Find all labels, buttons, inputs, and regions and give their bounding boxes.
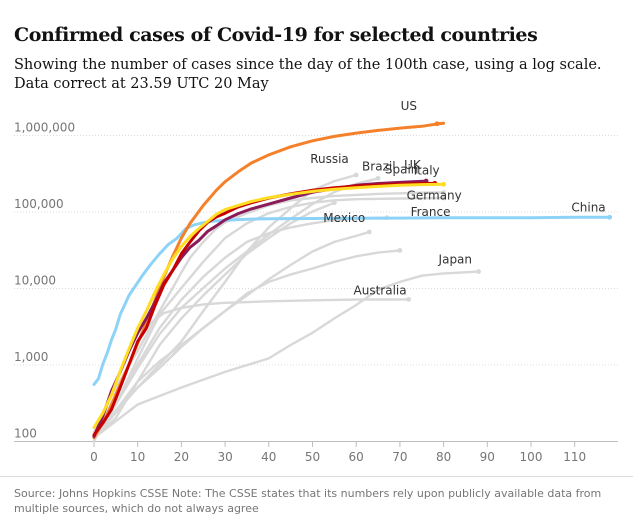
subtitle-line-1: Showing the number of cases since the da… (14, 57, 602, 73)
series-label-germany: Germany (407, 189, 462, 203)
series-endpoint-russia (353, 172, 359, 178)
series-endpoint-australia (406, 296, 412, 302)
series-line-germany (92, 191, 445, 434)
series-line-italy (92, 182, 446, 429)
source-note: Source: Johns Hopkins CSSE Note: The CSS… (14, 487, 602, 515)
series-endpoint-japan (476, 269, 481, 274)
chart-title: Confirmed cases of Covid-19 for selected… (14, 24, 538, 46)
x-tick-label: 100 (520, 450, 543, 464)
series-line-canada (92, 216, 388, 439)
x-tick-label: 60 (349, 450, 364, 464)
series-label-mexico: Mexico (323, 211, 365, 225)
y-tick-label: 10,000 (14, 274, 56, 288)
x-tick-label: 80 (436, 450, 451, 464)
line-chart: 100 1,000 10,000 100,000 1,000,000 0 10 20 30 40… (14, 99, 618, 464)
series-line-sweden (92, 249, 402, 437)
x-tick-label: 50 (305, 450, 320, 464)
grid (14, 135, 618, 442)
series-endpoint-mexico (366, 229, 372, 235)
series-endpoint-brazil (375, 175, 381, 181)
x-tick-label: 20 (174, 450, 189, 464)
series-label-russia: Russia (310, 152, 349, 166)
x-axis: 0 10 20 30 40 50 60 70 80 90 100 110 (14, 441, 618, 464)
series-line-china (92, 215, 612, 386)
y-tick-label: 100,000 (14, 197, 64, 211)
series-lines (92, 121, 613, 443)
series-line-france (92, 196, 445, 443)
y-axis-labels: 100 1,000 10,000 100,000 1,000,000 (14, 121, 75, 441)
series-line-brazil (92, 177, 380, 437)
series-label-brazil: Brazil (362, 159, 396, 173)
x-tick-label: 10 (130, 450, 145, 464)
subtitle-line-2: Data correct at 23.59 UTC 20 May (14, 76, 269, 92)
chart-subtitle: Showing the number of cases since the da… (14, 56, 624, 94)
y-tick-label: 100 (14, 427, 37, 441)
series-line-spain (92, 181, 437, 437)
series-endpoint-us (434, 121, 440, 127)
x-tick-label: 110 (563, 450, 586, 464)
series-endpoint-germany (441, 190, 446, 195)
series-label-us: US (401, 99, 417, 113)
x-tick-label: 90 (480, 450, 495, 464)
x-tick-label: 40 (261, 450, 276, 464)
series-label-italy: Italy (414, 163, 440, 177)
series-labels: Brazil Mexico Japan Australia China US Russia U… (310, 99, 605, 298)
series-endpoint-france (441, 195, 446, 201)
y-tick-label: 1,000 (14, 350, 48, 364)
x-tick-label: 0 (90, 450, 98, 464)
series-label-france: France (411, 205, 451, 219)
x-tick-label: 30 (217, 450, 232, 464)
series-line-india (92, 201, 336, 439)
series-label-japan: Japan (438, 253, 472, 267)
series-label-australia: Australia (354, 283, 407, 297)
y-tick-label: 1,000,000 (14, 121, 75, 135)
series-line-japan (92, 270, 480, 439)
x-tick-label: 70 (392, 450, 407, 464)
footer-divider (0, 476, 633, 477)
series-endpoint-sweden (397, 248, 403, 253)
series-endpoint-china (607, 214, 613, 220)
series-label-china: China (571, 200, 605, 214)
series-label-spain: Spain (385, 162, 419, 176)
series-endpoint-italy (441, 181, 446, 187)
series-label-uk: UK (404, 158, 422, 172)
